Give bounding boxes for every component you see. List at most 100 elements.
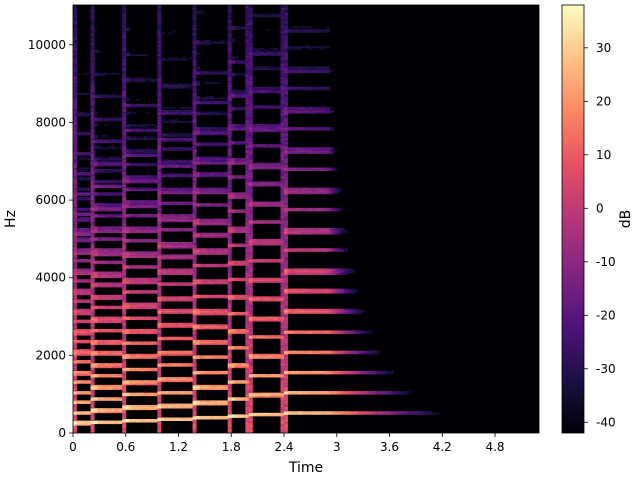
spectrogram-cell	[104, 420, 109, 423]
spectrogram-cell	[185, 391, 190, 394]
spectrogram-cell	[185, 148, 190, 151]
spectrogram-cell	[146, 290, 151, 293]
spectrogram-cell	[174, 119, 179, 122]
spectrogram-cell	[115, 398, 120, 401]
spectrogram-cell	[76, 252, 81, 255]
spectrogram-cell	[73, 26, 77, 29]
spectrogram-cell	[101, 330, 106, 333]
spectrogram-cell	[192, 375, 197, 378]
spectrogram-cell	[94, 74, 99, 77]
spectrogram-cell	[192, 411, 197, 414]
spectrogram-cell	[234, 296, 239, 299]
spectrogram-cell	[122, 139, 127, 142]
spectrogram-cell	[73, 64, 77, 67]
spectrogram-cell	[146, 330, 151, 333]
spectrogram-cell	[125, 179, 130, 182]
spectrogram-cell	[73, 392, 77, 395]
spectrogram-cell	[231, 106, 236, 109]
spectrogram-cell	[196, 158, 201, 161]
spectrogram-cell	[206, 221, 211, 224]
spectrogram-cell	[122, 15, 127, 18]
spectrogram-cell	[227, 297, 232, 300]
spectrogram-cell	[90, 428, 95, 431]
spectrogram-cell	[157, 238, 162, 241]
spectrogram-cell	[227, 383, 232, 386]
spectrogram-cell	[157, 125, 162, 128]
spectrogram-cell	[118, 170, 123, 173]
spectrogram-cell	[153, 353, 158, 356]
spectrogram-cell	[227, 406, 232, 409]
spectrogram-cell	[206, 172, 211, 175]
spectrogram-cell	[73, 358, 77, 361]
spectrogram-cell	[73, 349, 77, 352]
spectrogram-cell	[238, 243, 243, 246]
spectrogram-cell	[199, 142, 204, 145]
spectrogram-cell	[217, 370, 222, 373]
spectrogram-cell	[153, 266, 158, 269]
spectrogram-cell	[80, 361, 84, 364]
spectrogram-cell	[167, 215, 172, 218]
spectrogram-cell	[192, 57, 197, 60]
spectrogram-cell	[227, 307, 232, 310]
spectrogram-cell	[122, 273, 127, 276]
spectrogram-cell	[139, 254, 144, 257]
spectrogram-cell	[153, 367, 158, 370]
spectrogram-cell	[132, 265, 137, 268]
spectrogram-cell	[167, 201, 172, 204]
spectrogram-cell	[203, 43, 208, 46]
spectrogram-cell	[241, 162, 246, 165]
spectrogram-cell	[160, 245, 165, 248]
spectrogram-cell	[76, 229, 81, 232]
spectrogram-cell	[136, 307, 141, 310]
spectrogram-cell	[143, 206, 148, 209]
spectrogram-cell	[122, 277, 127, 280]
spectrogram-cell	[108, 252, 113, 255]
spectrogram-cell	[90, 187, 95, 190]
spectrogram-cell	[189, 192, 193, 195]
spectrogram-cell	[76, 193, 81, 196]
spectrogram-cell	[203, 71, 208, 74]
spectrogram-cell	[122, 27, 127, 30]
spectrogram-cell	[241, 296, 246, 299]
spectrogram-cell	[157, 419, 162, 421]
spectrogram-cell	[245, 425, 250, 428]
spectrogram-cell	[206, 384, 211, 387]
spectrogram-cell	[122, 85, 127, 88]
spectrogram-cell	[101, 397, 106, 400]
spectrogram-cell	[196, 189, 201, 192]
spectrogram-cell	[213, 131, 218, 134]
spectrogram-cell	[231, 61, 236, 64]
spectrogram-cell	[90, 68, 95, 71]
spectrogram-cell	[185, 257, 190, 260]
spectrogram-cell	[101, 316, 106, 319]
spectrogram-cell	[171, 164, 176, 167]
spectrogram-cell	[192, 196, 197, 199]
spectrogram-cell	[220, 218, 225, 221]
spectrogram-cell	[157, 44, 162, 47]
spectrogram-cell	[146, 381, 151, 384]
spectrogram-cell	[132, 280, 137, 283]
spectrogram-cell	[73, 224, 77, 227]
spectrogram-cell	[227, 422, 232, 425]
spectrogram-cell	[241, 72, 246, 75]
spectrogram-cell	[108, 260, 113, 263]
spectrogram-cell	[174, 255, 179, 258]
spectrogram-cell	[87, 372, 91, 375]
spectrogram-cell	[192, 38, 197, 41]
spectrogram-cell	[94, 170, 99, 173]
spectrogram-cell	[129, 229, 134, 232]
spectrogram-cell	[73, 347, 77, 350]
spectrogram-cell	[94, 113, 99, 116]
spectrogram-cell	[227, 86, 232, 89]
spectrogram-cell	[185, 201, 190, 204]
spectrogram-cell	[157, 66, 162, 69]
spectrogram-cell	[174, 134, 179, 137]
spectrogram-cell	[122, 189, 127, 192]
spectrogram-cell	[125, 111, 130, 114]
spectrogram-cell	[153, 341, 158, 344]
spectrogram-cell	[76, 308, 81, 311]
spectrogram-cell	[108, 305, 113, 308]
spectrogram-cell	[80, 372, 84, 375]
spectrogram-cell	[189, 310, 193, 313]
spectrogram-cell	[224, 113, 229, 116]
